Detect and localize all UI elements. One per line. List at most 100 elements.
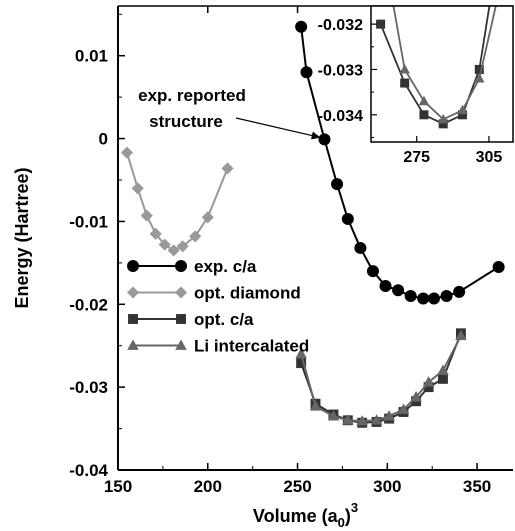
annotation-line-1: exp. reported [138, 86, 246, 105]
legend-marker [175, 260, 187, 272]
data-point [295, 347, 307, 359]
x-axis-title-main: Volume (a [253, 506, 339, 526]
series-exp-c-a [295, 20, 505, 305]
legend-marker [128, 314, 138, 324]
x-tick-label: 300 [373, 477, 401, 496]
data-point [423, 382, 434, 393]
data-point [404, 290, 417, 302]
data-point [492, 261, 505, 273]
data-point [295, 20, 308, 33]
legend-marker [176, 314, 186, 324]
inset-frame [370, 5, 514, 143]
data-point [383, 410, 395, 421]
data-point [309, 400, 322, 411]
annotation-arrowhead [311, 131, 321, 140]
series-opt-diamond [120, 146, 234, 257]
data-point [149, 227, 162, 240]
data-point [221, 162, 234, 175]
x-axis-title: Volume (a0)3 [253, 500, 358, 530]
data-point [453, 285, 466, 298]
data-point [342, 414, 354, 425]
inset-y-tick-label: -0.034 [318, 108, 363, 125]
y-tick-label: -0.04 [69, 461, 108, 480]
data-point [370, 414, 383, 425]
legend-marker [175, 339, 187, 350]
inset-data-point [474, 73, 485, 83]
x-tick-label: 200 [194, 477, 222, 496]
data-point [354, 241, 367, 254]
data-point [318, 133, 331, 146]
inset-x-tick-label: 275 [403, 149, 430, 166]
x-axis-title-sup: 3 [351, 500, 358, 515]
inset-series-opt-c-a [376, 6, 491, 129]
data-point [397, 403, 410, 414]
x-axis-title-sub: 0 [338, 515, 345, 530]
data-point [417, 292, 430, 305]
y-tick-label: -0.03 [69, 378, 108, 397]
y-tick-label: -0.02 [69, 295, 108, 314]
inset-series-li-intercalated [392, 6, 497, 124]
y-axis-title: Energy (Hartree) [12, 167, 32, 308]
inset-data-point [376, 19, 386, 29]
data-point [437, 364, 449, 375]
data-point [440, 290, 453, 302]
data-point [341, 212, 354, 225]
data-point [120, 146, 134, 159]
data-point [428, 292, 440, 305]
legend-label: exp. c/a [194, 257, 257, 276]
data-point [366, 265, 379, 278]
data-point [140, 209, 153, 222]
inset-data-point [437, 113, 449, 124]
data-point [201, 211, 214, 224]
inset-y-tick-label: -0.033 [318, 62, 363, 79]
series-line-li-intercalated [300, 335, 462, 423]
legend-item-exp-c-a: exp. c/a [127, 257, 257, 276]
series-li-intercalated [295, 329, 467, 426]
legend-item-opt-diamond: opt. diamond [126, 284, 301, 303]
data-point [438, 373, 448, 384]
legend-marker [126, 286, 140, 299]
series-line-opt-diamond [126, 152, 229, 252]
legend-marker [174, 286, 188, 299]
data-point [176, 240, 189, 253]
y-tick-label: 0 [99, 130, 108, 149]
inset-x-tick-label: 305 [476, 149, 503, 166]
data-point [296, 358, 307, 369]
y-tick-label: -0.01 [69, 212, 108, 231]
data-point [167, 244, 180, 257]
inset-data-point [400, 78, 410, 88]
inset-data-point [438, 119, 448, 129]
legend-label: opt. c/a [194, 310, 254, 329]
inset-data-point [457, 110, 467, 120]
inset-data-point [457, 104, 468, 115]
legend-item-opt-c-a: opt. c/a [128, 310, 254, 329]
data-point [300, 66, 313, 79]
legend-label: opt. diamond [194, 284, 301, 303]
legend-marker [127, 260, 139, 272]
data-point [356, 415, 368, 426]
legend-marker [127, 339, 139, 350]
annotation-line-2: structure [149, 112, 223, 131]
data-point [331, 178, 344, 191]
data-point [131, 182, 144, 195]
inset-data-point [418, 95, 430, 106]
inset-data-point [474, 64, 484, 74]
inset-y-tick-label: -0.032 [318, 17, 363, 34]
x-tick-label: 250 [283, 477, 311, 496]
series-line-opt-c-a [300, 332, 462, 424]
data-point [379, 280, 392, 293]
annotation-exp-reported-structure: exp. reported structure [138, 86, 321, 140]
data-point [189, 230, 202, 243]
data-point [410, 391, 422, 402]
inset-data-point [399, 63, 410, 74]
annotation-arrow [235, 117, 321, 139]
legend-item-li-intercalated: Li intercalated [127, 337, 309, 356]
data-point [422, 376, 435, 387]
series-opt-c-a [296, 328, 466, 428]
data-point [158, 238, 171, 251]
x-tick-label: 350 [463, 477, 491, 496]
data-point [327, 410, 340, 421]
legend-label: Li intercalated [194, 337, 309, 356]
